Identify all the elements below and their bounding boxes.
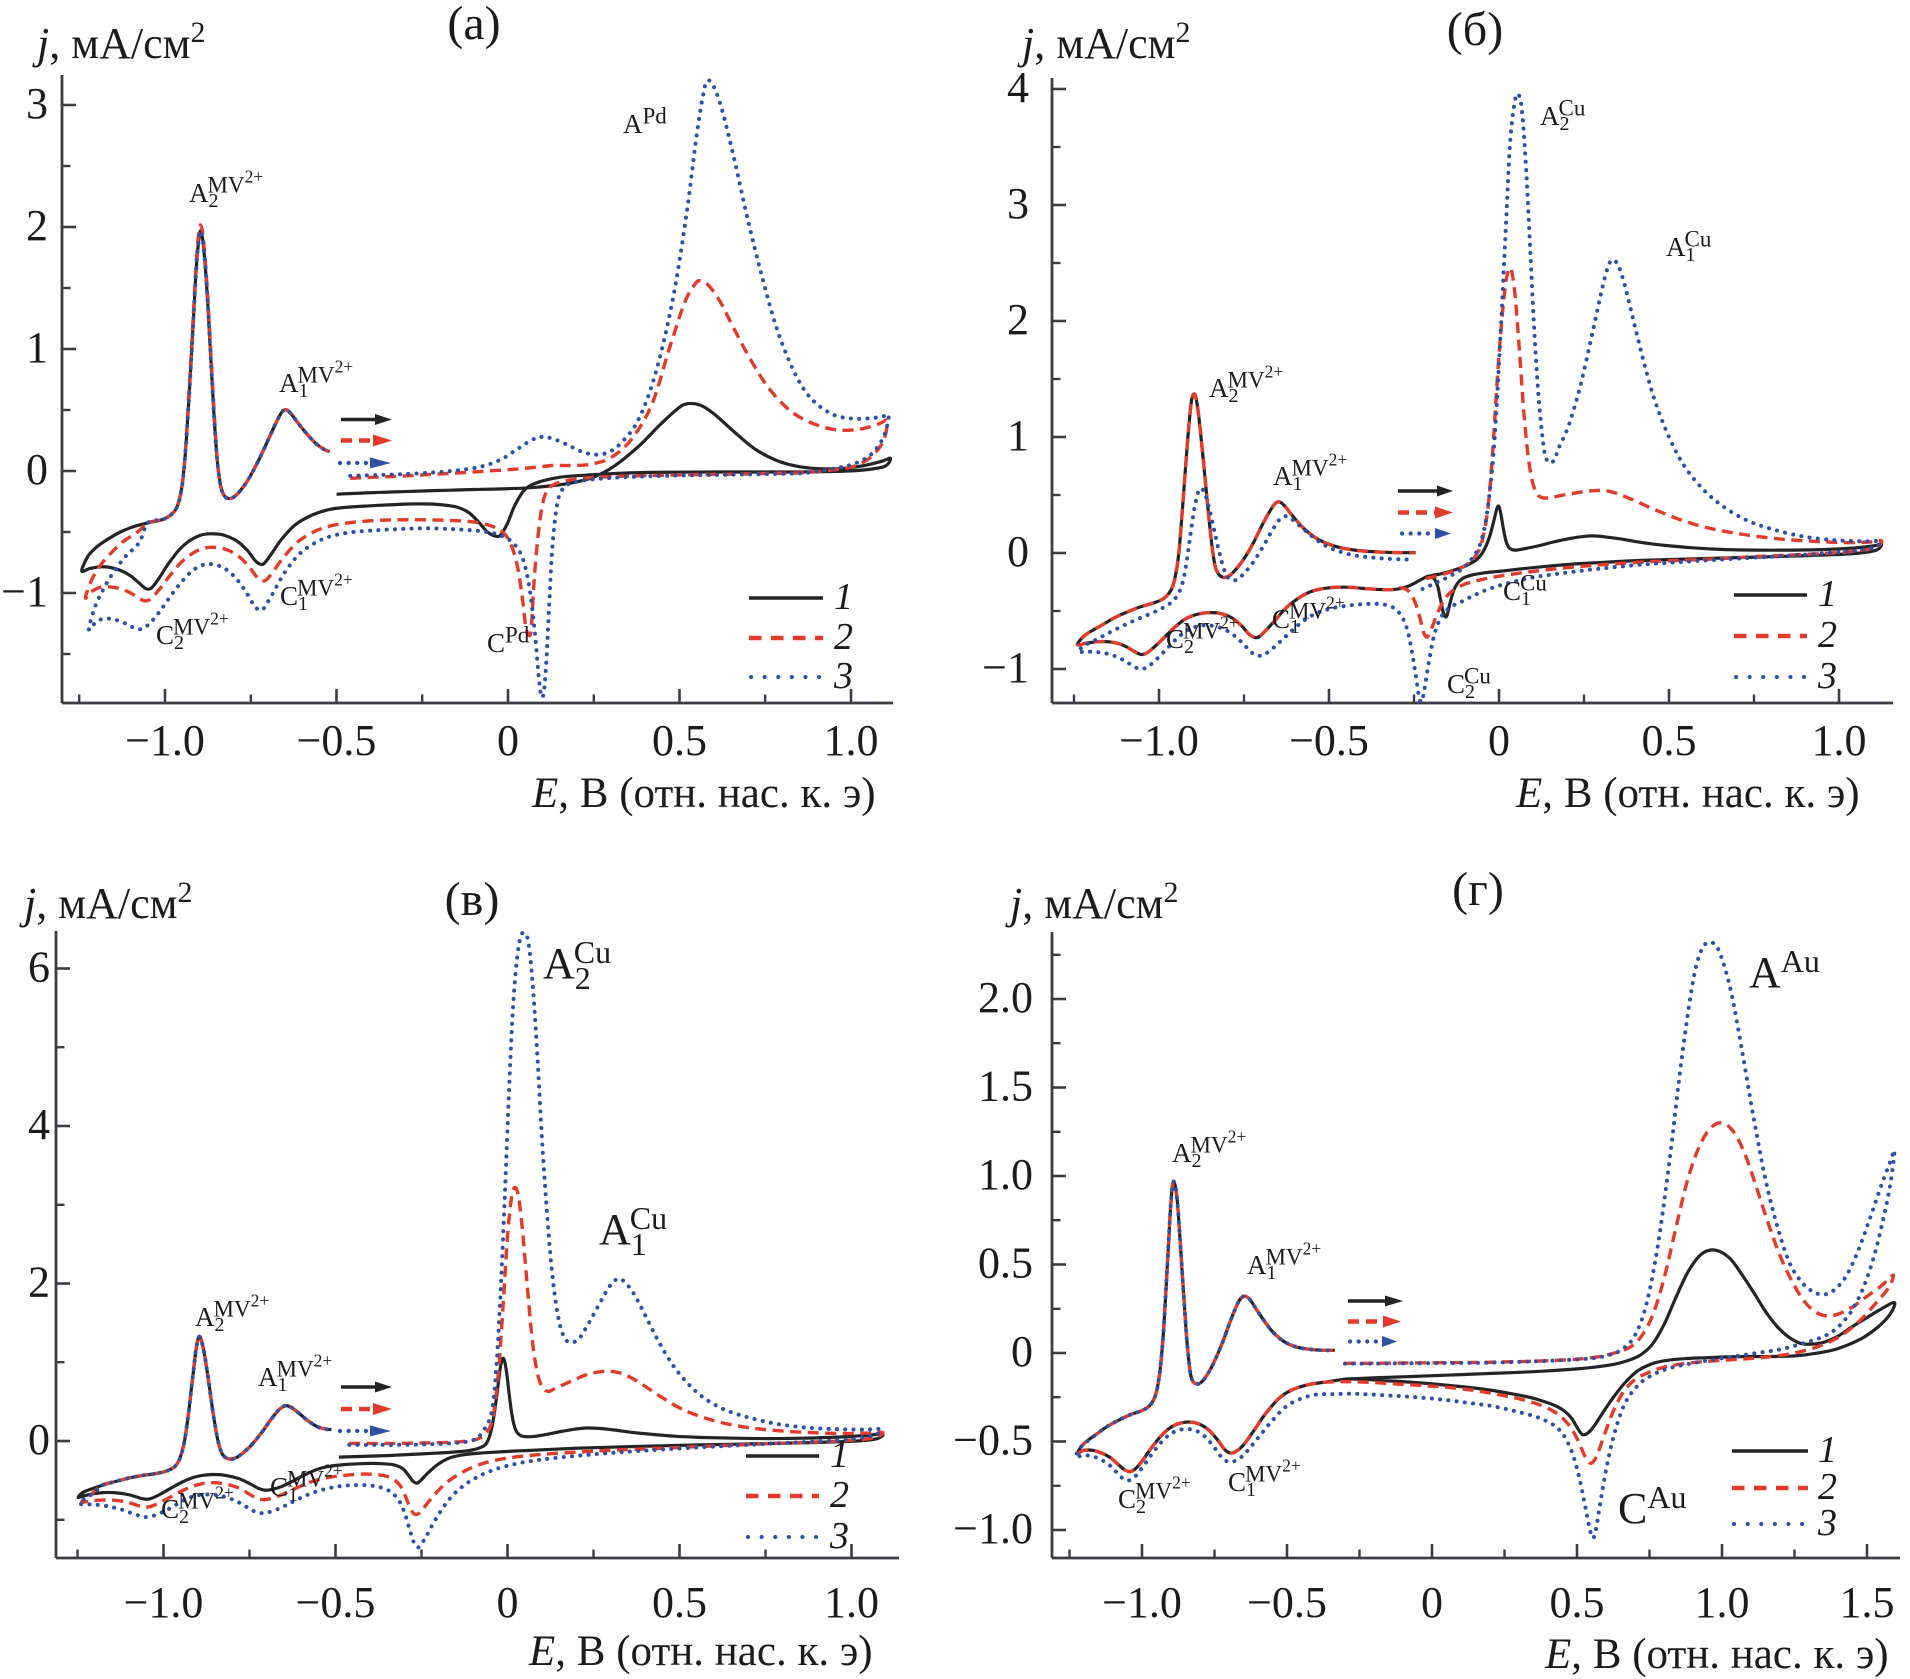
svg-text:1.0: 1.0 — [978, 1150, 1033, 1199]
svg-text:E, В (отн. нас. к. э): E, В (отн. нас. к. э) — [1515, 770, 1860, 817]
svg-text:0: 0 — [28, 1415, 50, 1464]
svg-text:0.5: 0.5 — [1642, 716, 1697, 765]
svg-text:AAu: AAu — [1749, 943, 1820, 997]
svg-text:1: 1 — [830, 1434, 849, 1476]
svg-text:2: 2 — [834, 616, 853, 658]
svg-text:1.5: 1.5 — [1840, 1578, 1895, 1627]
svg-text:0.5: 0.5 — [652, 1578, 707, 1627]
svg-text:0.5: 0.5 — [1550, 1578, 1605, 1627]
svg-text:(в): (в) — [445, 873, 500, 926]
svg-text:2: 2 — [28, 1258, 50, 1307]
svg-text:2: 2 — [1007, 295, 1029, 344]
svg-text:−1.0: −1.0 — [124, 1578, 204, 1627]
svg-text:C2MV2+: C2MV2+ — [156, 609, 229, 655]
svg-text:C1Cu: C1Cu — [1503, 571, 1547, 611]
svg-text:0.5: 0.5 — [978, 1239, 1033, 1288]
svg-text:0: 0 — [26, 445, 48, 494]
svg-text:A2MV2+: A2MV2+ — [1209, 362, 1283, 408]
svg-text:−1.0: −1.0 — [125, 716, 205, 765]
svg-text:A1Cu: A1Cu — [1666, 227, 1712, 267]
svg-text:3: 3 — [1817, 1502, 1837, 1544]
svg-text:−0.5: −0.5 — [953, 1416, 1033, 1465]
svg-text:2.0: 2.0 — [978, 973, 1033, 1022]
svg-text:A1Cu: A1Cu — [599, 1200, 667, 1262]
svg-text:−1.0: −1.0 — [1102, 1578, 1182, 1627]
svg-text:E, В (отн. нас. к. э): E, В (отн. нас. к. э) — [528, 1628, 873, 1675]
svg-text:j, мА/см2: j, мА/см2 — [1005, 876, 1178, 928]
svg-text:−0.5: −0.5 — [1289, 716, 1369, 765]
svg-text:−1.0: −1.0 — [953, 1504, 1033, 1553]
svg-text:1.0: 1.0 — [1695, 1578, 1750, 1627]
svg-text:CAu: CAu — [1618, 1479, 1686, 1533]
svg-text:2: 2 — [830, 1474, 849, 1516]
svg-text:1: 1 — [1818, 1429, 1837, 1471]
svg-text:−1.0: −1.0 — [1119, 716, 1199, 765]
svg-text:C2MV2+: C2MV2+ — [1166, 613, 1239, 659]
svg-text:0: 0 — [497, 1578, 519, 1627]
svg-text:2: 2 — [26, 201, 48, 250]
svg-text:(б): (б) — [1447, 3, 1503, 56]
svg-text:A1MV2+: A1MV2+ — [1273, 450, 1347, 496]
svg-text:j, мА/см2: j, мА/см2 — [1017, 16, 1190, 68]
svg-text:CPd: CPd — [487, 623, 530, 659]
svg-text:A2MV2+: A2MV2+ — [189, 167, 263, 213]
svg-text:0: 0 — [497, 716, 519, 765]
svg-text:E, В (отн. нас. к. э): E, В (отн. нас. к. э) — [1544, 1631, 1889, 1678]
svg-text:1.5: 1.5 — [978, 1062, 1033, 1111]
svg-text:0.5: 0.5 — [652, 716, 707, 765]
svg-text:C1MV2+: C1MV2+ — [280, 570, 353, 616]
svg-text:0: 0 — [1011, 1327, 1033, 1376]
svg-text:2: 2 — [1818, 614, 1837, 656]
svg-text:A2MV2+: A2MV2+ — [1172, 1127, 1246, 1173]
svg-text:3: 3 — [26, 79, 48, 128]
svg-text:A1MV2+: A1MV2+ — [258, 1351, 332, 1397]
svg-text:−1: −1 — [982, 643, 1029, 692]
svg-text:0: 0 — [1007, 527, 1029, 576]
svg-text:4: 4 — [1007, 63, 1029, 112]
svg-text:C1MV2+: C1MV2+ — [270, 1461, 343, 1507]
svg-text:0: 0 — [1421, 1578, 1443, 1627]
svg-text:C2Cu: C2Cu — [1447, 664, 1491, 704]
svg-text:0: 0 — [1488, 716, 1510, 765]
svg-text:C1MV2+: C1MV2+ — [1228, 1456, 1301, 1502]
svg-text:−1: −1 — [1, 567, 48, 616]
svg-text:E, В (отн. нас. к. э): E, В (отн. нас. к. э) — [531, 770, 876, 817]
svg-text:2: 2 — [1818, 1466, 1837, 1508]
svg-text:−0.5: −0.5 — [1247, 1578, 1327, 1627]
svg-text:4: 4 — [28, 1100, 50, 1149]
svg-text:1: 1 — [1007, 411, 1029, 460]
svg-text:1.0: 1.0 — [824, 716, 879, 765]
svg-text:1: 1 — [834, 576, 853, 618]
svg-text:6: 6 — [28, 943, 50, 992]
svg-text:1: 1 — [26, 323, 48, 372]
svg-text:3: 3 — [829, 1515, 849, 1557]
svg-text:3: 3 — [1007, 179, 1029, 228]
svg-text:A1MV2+: A1MV2+ — [1247, 1239, 1321, 1285]
svg-text:j, мА/см2: j, мА/см2 — [32, 16, 205, 68]
svg-text:−0.5: −0.5 — [297, 716, 377, 765]
svg-text:A2Cu: A2Cu — [543, 934, 611, 996]
svg-text:1.0: 1.0 — [824, 1578, 879, 1627]
svg-text:j, мА/см2: j, мА/см2 — [19, 876, 192, 928]
svg-text:APd: APd — [623, 104, 667, 140]
svg-text:1: 1 — [1818, 573, 1837, 615]
svg-text:(а): (а) — [447, 0, 500, 50]
svg-text:A2Cu: A2Cu — [1540, 96, 1586, 136]
svg-text:−0.5: −0.5 — [296, 1578, 376, 1627]
svg-text:A2MV2+: A2MV2+ — [195, 1291, 269, 1337]
svg-text:1.0: 1.0 — [1812, 716, 1867, 765]
svg-text:A1MV2+: A1MV2+ — [279, 357, 353, 403]
svg-text:3: 3 — [833, 655, 853, 697]
svg-text:C1MV2+: C1MV2+ — [1272, 593, 1345, 639]
svg-text:3: 3 — [1817, 655, 1837, 697]
svg-text:(г): (г) — [1452, 863, 1504, 916]
